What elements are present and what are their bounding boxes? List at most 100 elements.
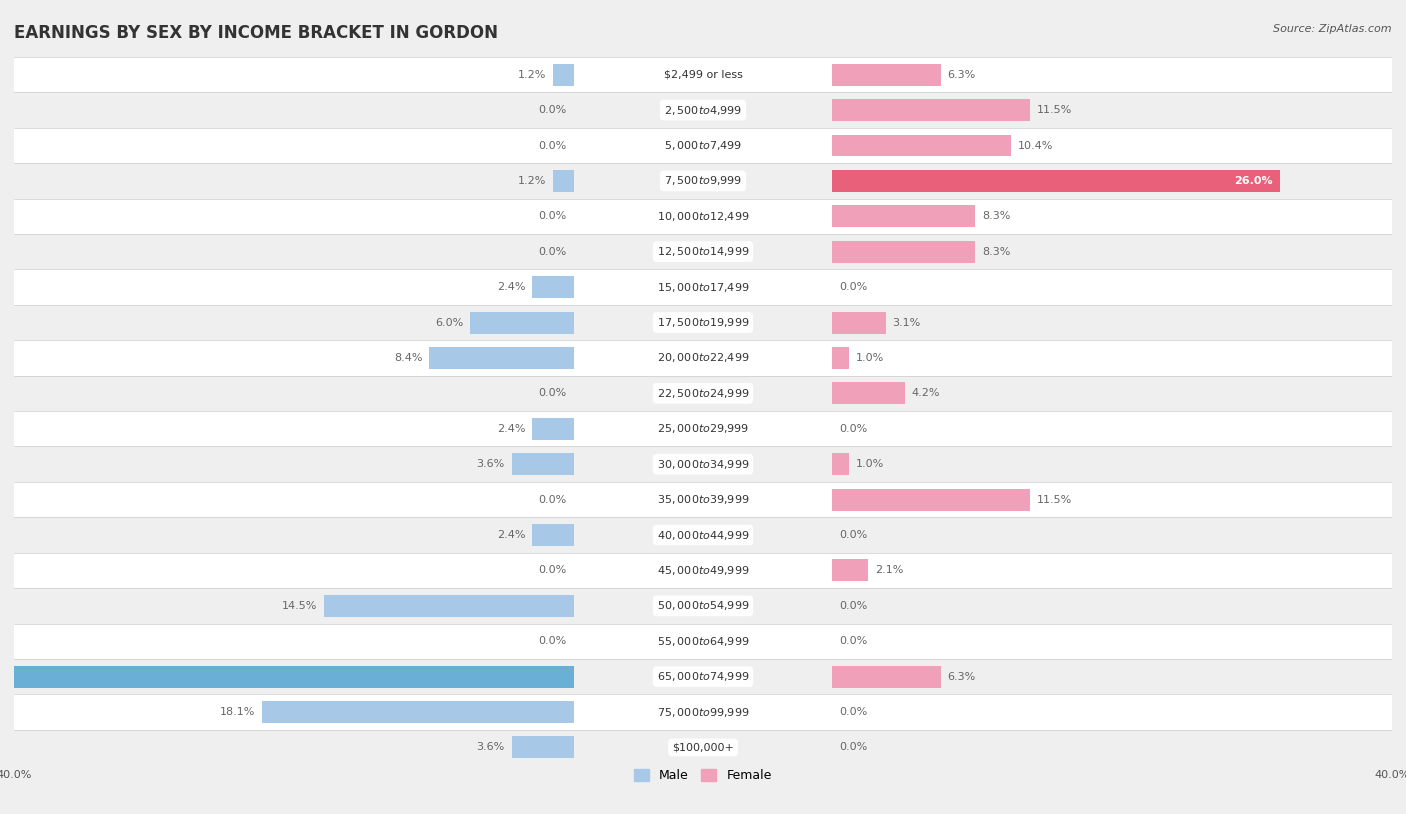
- Bar: [14, 57, 1392, 92]
- Text: 2.4%: 2.4%: [498, 282, 526, 292]
- Bar: [14, 411, 1392, 446]
- Text: 1.2%: 1.2%: [517, 70, 547, 80]
- Bar: [533, 276, 574, 298]
- Bar: [14, 446, 1392, 482]
- Text: 0.0%: 0.0%: [538, 141, 567, 151]
- Bar: [14, 234, 1392, 269]
- Bar: [14, 553, 1392, 588]
- Bar: [323, 595, 574, 617]
- Text: 6.3%: 6.3%: [948, 672, 976, 681]
- Bar: [832, 488, 1031, 510]
- Text: 0.0%: 0.0%: [538, 212, 567, 221]
- Text: $17,500 to $19,999: $17,500 to $19,999: [657, 316, 749, 329]
- Bar: [832, 559, 869, 581]
- Bar: [512, 737, 574, 759]
- Text: $45,000 to $49,999: $45,000 to $49,999: [657, 564, 749, 577]
- Bar: [14, 340, 1392, 375]
- Bar: [832, 134, 1011, 156]
- Text: 1.0%: 1.0%: [856, 459, 884, 469]
- Text: 0.0%: 0.0%: [538, 637, 567, 646]
- Text: 0.0%: 0.0%: [839, 282, 868, 292]
- Bar: [14, 163, 1392, 199]
- Text: 6.0%: 6.0%: [436, 317, 464, 327]
- Text: 11.5%: 11.5%: [1038, 495, 1073, 505]
- Text: Source: ZipAtlas.com: Source: ZipAtlas.com: [1274, 24, 1392, 34]
- Bar: [14, 624, 1392, 659]
- Bar: [14, 482, 1392, 518]
- Bar: [0, 666, 574, 688]
- Bar: [471, 312, 574, 334]
- Text: $5,000 to $7,499: $5,000 to $7,499: [664, 139, 742, 152]
- Text: $2,499 or less: $2,499 or less: [664, 70, 742, 80]
- Bar: [832, 63, 941, 85]
- Bar: [553, 63, 574, 85]
- Bar: [533, 524, 574, 546]
- Text: $50,000 to $54,999: $50,000 to $54,999: [657, 599, 749, 612]
- Text: 1.0%: 1.0%: [856, 353, 884, 363]
- Text: 0.0%: 0.0%: [538, 247, 567, 256]
- Text: 26.0%: 26.0%: [1234, 176, 1272, 186]
- Text: 0.0%: 0.0%: [538, 495, 567, 505]
- Bar: [14, 518, 1392, 553]
- Text: $20,000 to $22,499: $20,000 to $22,499: [657, 352, 749, 365]
- Text: 0.0%: 0.0%: [839, 601, 868, 610]
- Bar: [832, 205, 976, 227]
- Text: $65,000 to $74,999: $65,000 to $74,999: [657, 670, 749, 683]
- Text: 2.4%: 2.4%: [498, 530, 526, 540]
- Legend: Male, Female: Male, Female: [630, 764, 776, 787]
- Bar: [832, 347, 849, 369]
- Text: 2.1%: 2.1%: [875, 566, 904, 575]
- Text: 8.4%: 8.4%: [394, 353, 422, 363]
- Text: 0.0%: 0.0%: [839, 424, 868, 434]
- Bar: [14, 269, 1392, 304]
- Bar: [14, 199, 1392, 234]
- Text: 0.0%: 0.0%: [839, 707, 868, 717]
- Text: $2,500 to $4,999: $2,500 to $4,999: [664, 103, 742, 116]
- Bar: [512, 453, 574, 475]
- Text: 6.3%: 6.3%: [948, 70, 976, 80]
- Text: 10.4%: 10.4%: [1018, 141, 1053, 151]
- Bar: [14, 304, 1392, 340]
- Bar: [14, 375, 1392, 411]
- Bar: [14, 128, 1392, 163]
- Text: 0.0%: 0.0%: [538, 566, 567, 575]
- Text: 4.2%: 4.2%: [911, 388, 939, 398]
- Text: $10,000 to $12,499: $10,000 to $12,499: [657, 210, 749, 223]
- Text: 3.6%: 3.6%: [477, 459, 505, 469]
- Bar: [14, 694, 1392, 730]
- Text: 2.4%: 2.4%: [498, 424, 526, 434]
- Text: EARNINGS BY SEX BY INCOME BRACKET IN GORDON: EARNINGS BY SEX BY INCOME BRACKET IN GOR…: [14, 24, 498, 42]
- Text: $75,000 to $99,999: $75,000 to $99,999: [657, 706, 749, 719]
- Text: 18.1%: 18.1%: [219, 707, 256, 717]
- Bar: [262, 701, 574, 723]
- Bar: [832, 99, 1031, 121]
- Text: 11.5%: 11.5%: [1038, 105, 1073, 115]
- Text: $40,000 to $44,999: $40,000 to $44,999: [657, 528, 749, 541]
- Text: $30,000 to $34,999: $30,000 to $34,999: [657, 457, 749, 470]
- Text: $35,000 to $39,999: $35,000 to $39,999: [657, 493, 749, 506]
- Text: 8.3%: 8.3%: [981, 212, 1011, 221]
- Text: 0.0%: 0.0%: [839, 530, 868, 540]
- Bar: [832, 241, 976, 263]
- Bar: [14, 730, 1392, 765]
- Text: 8.3%: 8.3%: [981, 247, 1011, 256]
- Text: 0.0%: 0.0%: [839, 742, 868, 752]
- Bar: [14, 92, 1392, 128]
- Bar: [429, 347, 574, 369]
- Text: $25,000 to $29,999: $25,000 to $29,999: [657, 422, 749, 435]
- Text: 3.1%: 3.1%: [893, 317, 921, 327]
- Text: 0.0%: 0.0%: [538, 105, 567, 115]
- Text: $15,000 to $17,499: $15,000 to $17,499: [657, 281, 749, 294]
- Bar: [14, 659, 1392, 694]
- Bar: [14, 588, 1392, 624]
- Bar: [553, 170, 574, 192]
- Text: $12,500 to $14,999: $12,500 to $14,999: [657, 245, 749, 258]
- Text: 3.6%: 3.6%: [477, 742, 505, 752]
- Bar: [832, 666, 941, 688]
- Text: $55,000 to $64,999: $55,000 to $64,999: [657, 635, 749, 648]
- Bar: [832, 453, 849, 475]
- Text: 1.2%: 1.2%: [517, 176, 547, 186]
- Text: 0.0%: 0.0%: [839, 637, 868, 646]
- Bar: [832, 312, 886, 334]
- Text: $100,000+: $100,000+: [672, 742, 734, 752]
